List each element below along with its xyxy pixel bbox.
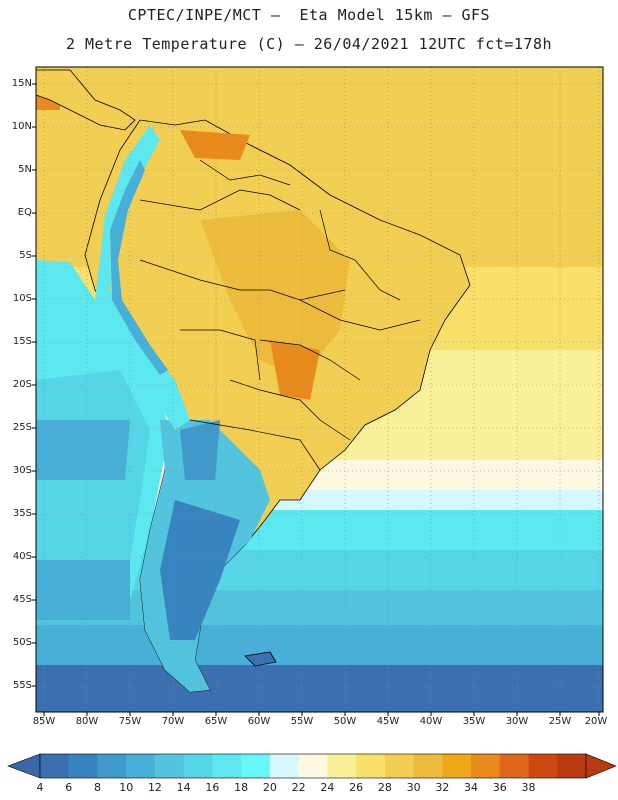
lon-label: 25W <box>548 716 572 727</box>
lat-label: 40S <box>12 551 32 562</box>
colorbar-label: 12 <box>147 781 162 794</box>
colorbar-label: 18 <box>234 781 249 794</box>
colorbar-label: 36 <box>492 781 507 794</box>
lon-label: 30W <box>505 716 529 727</box>
lat-label: 25S <box>12 422 32 433</box>
colorbar-cell <box>413 754 443 778</box>
lon-label: 35W <box>462 716 486 727</box>
colorbar <box>7 753 617 779</box>
colorbar-cell <box>384 754 414 778</box>
colorbar-cell <box>241 754 271 778</box>
lon-label: 70W <box>161 716 185 727</box>
colorbar-cell <box>356 754 386 778</box>
lon-label: 20W <box>584 716 608 727</box>
colorbar-cell <box>183 754 213 778</box>
map-frame <box>35 66 604 713</box>
colorbar-cell <box>499 754 529 778</box>
axis-ticks <box>32 83 600 716</box>
colorbar-label: 20 <box>262 781 277 794</box>
lat-label: 20S <box>12 379 32 390</box>
colorbar-cell <box>40 754 70 778</box>
colorbar-label: 28 <box>377 781 392 794</box>
colorbar-label: 14 <box>176 781 191 794</box>
lon-label: 40W <box>419 716 443 727</box>
lon-label: 65W <box>204 716 228 727</box>
colorbar-label: 4 <box>36 781 44 794</box>
lon-label: 80W <box>75 716 99 727</box>
colorbar-cell <box>557 754 587 778</box>
colorbar-label: 24 <box>320 781 335 794</box>
colorbar-cell <box>471 754 501 778</box>
colorbar-high-arrow <box>585 753 617 779</box>
colorbar-label: 8 <box>93 781 101 794</box>
lat-label: 30S <box>12 465 32 476</box>
lon-label: 50W <box>333 716 357 727</box>
lon-label: 45W <box>376 716 400 727</box>
map-title-line1: CPTEC/INPE/MCT – Eta Model 15km – GFS <box>127 6 491 24</box>
colorbar-label: 22 <box>291 781 306 794</box>
colorbar-label: 30 <box>406 781 421 794</box>
colorbar-cell <box>298 754 328 778</box>
country-borders <box>139 159 421 471</box>
lat-lon-grid <box>36 67 603 712</box>
lat-label: 50S <box>12 637 32 648</box>
colorbar-cell <box>212 754 242 778</box>
lon-label: 85W <box>32 716 56 727</box>
colorbar-cell <box>327 754 357 778</box>
colorbar-label: 16 <box>205 781 220 794</box>
lat-label: EQ <box>17 207 32 218</box>
colorbar-label: 38 <box>521 781 536 794</box>
lon-label: 75W <box>118 716 142 727</box>
lat-label: 45S <box>12 594 32 605</box>
colorbar-label: 26 <box>349 781 364 794</box>
colorbar-label: 10 <box>119 781 134 794</box>
lat-label: 55S <box>12 680 32 691</box>
lat-label: 15S <box>12 336 32 347</box>
lat-label: 5S <box>19 250 32 261</box>
colorbar-cell <box>97 754 127 778</box>
colorbar-cell <box>269 754 299 778</box>
colorbar-cell <box>68 754 98 778</box>
colorbar-label: 34 <box>464 781 479 794</box>
lon-label: 60W <box>247 716 271 727</box>
lat-label: 10N <box>11 121 32 132</box>
map-title-line2: 2 Metre Temperature (C) – 26/04/2021 12U… <box>65 35 553 53</box>
colorbar-label: 32 <box>435 781 450 794</box>
lat-label: 15N <box>11 78 32 89</box>
colorbar-cell <box>126 754 156 778</box>
lat-label: 35S <box>12 508 32 519</box>
temperature-field <box>36 67 603 712</box>
colorbar-label: 6 <box>65 781 73 794</box>
colorbar-low-arrow <box>7 753 41 779</box>
colorbar-cell <box>528 754 558 778</box>
colorbar-cell <box>442 754 472 778</box>
lat-label: 10S <box>12 293 32 304</box>
colorbar-cell <box>154 754 184 778</box>
lat-label: 5N <box>18 164 32 175</box>
lon-label: 55W <box>290 716 314 727</box>
